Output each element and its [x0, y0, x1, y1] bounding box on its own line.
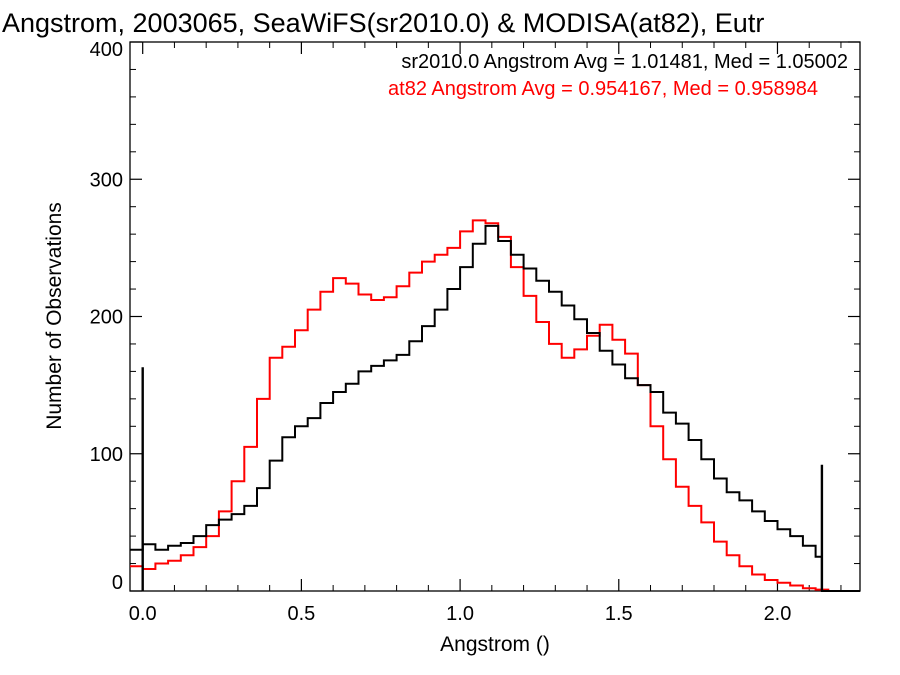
axes-group: 0.0 0.5 1.0 1.5 2.0 0 100 200 300 400 — [90, 39, 860, 625]
x-tick-label: 2.0 — [764, 603, 792, 625]
y-tick-label: 200 — [90, 307, 123, 329]
y-axis-label: Number of Observations — [43, 202, 66, 430]
plot-frame — [129, 41, 861, 592]
annotation-at82: at82 Angstrom Avg = 0.954167, Med = 0.95… — [388, 78, 818, 100]
y-tick-label: 300 — [90, 169, 123, 191]
series-layer — [130, 219, 860, 592]
x-tick-label: 0.0 — [129, 603, 157, 625]
chart-title: Angstrom, 2003065, SeaWiFS(sr2010.0) & M… — [2, 8, 764, 38]
y-tick-label: 400 — [90, 39, 123, 61]
x-tick-label: 1.0 — [446, 603, 474, 625]
x-tick-label: 0.5 — [287, 603, 315, 625]
annotation-sr2010: sr2010.0 Angstrom Avg = 1.01481, Med = 1… — [401, 51, 848, 73]
x-tick-label: 1.5 — [605, 603, 633, 625]
series-line-sr2010 — [130, 224, 860, 592]
y-tick-label: 100 — [90, 444, 123, 466]
x-axis-label: Angstrom () — [440, 633, 550, 656]
y-tick-label: 0 — [112, 572, 123, 594]
series-line-at82 — [130, 219, 860, 592]
